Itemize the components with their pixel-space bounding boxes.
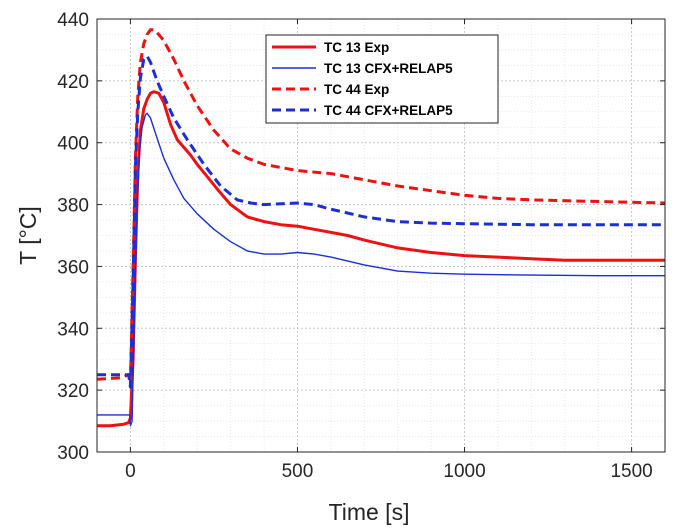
series-line-4 [97, 54, 665, 389]
x-tick-label: 0 [125, 461, 136, 482]
series-line-2 [97, 112, 665, 427]
y-tick-label: 380 [57, 196, 89, 217]
legend-label-2: TC 13 CFX+RELAP5 [324, 61, 453, 76]
series-layer [97, 28, 665, 428]
legend-label-3: TC 44 Exp [324, 82, 389, 97]
series-line-1 [97, 90, 665, 428]
y-axis-title: T [°C] [15, 206, 41, 265]
x-tick-label: 1000 [443, 461, 485, 482]
legend-label-4: TC 44 CFX+RELAP5 [324, 103, 453, 118]
x-tick-label: 1500 [610, 461, 652, 482]
tick-layer [97, 18, 665, 453]
tick-labels: 0 500 1000 1500 300 320 340 360 380 400 420 440 [57, 10, 652, 482]
legend-label-1: TC 13 Exp [324, 40, 389, 55]
y-tick-label: 340 [57, 319, 89, 340]
x-tick-label: 500 [282, 461, 314, 482]
plot-area-frame [96, 18, 666, 453]
y-tick-label: 300 [57, 443, 89, 464]
x-axis-title: Time [s] [329, 499, 410, 525]
y-tick-label: 440 [57, 10, 89, 31]
legend: TC 13 Exp TC 13 CFX+RELAP5 TC 44 Exp TC 44 … [265, 34, 499, 124]
y-tick-label: 400 [57, 134, 89, 155]
y-tick-label: 360 [57, 257, 89, 278]
y-tick-label: 420 [57, 72, 89, 93]
legend-box [265, 34, 499, 124]
y-tick-label: 320 [57, 381, 89, 402]
